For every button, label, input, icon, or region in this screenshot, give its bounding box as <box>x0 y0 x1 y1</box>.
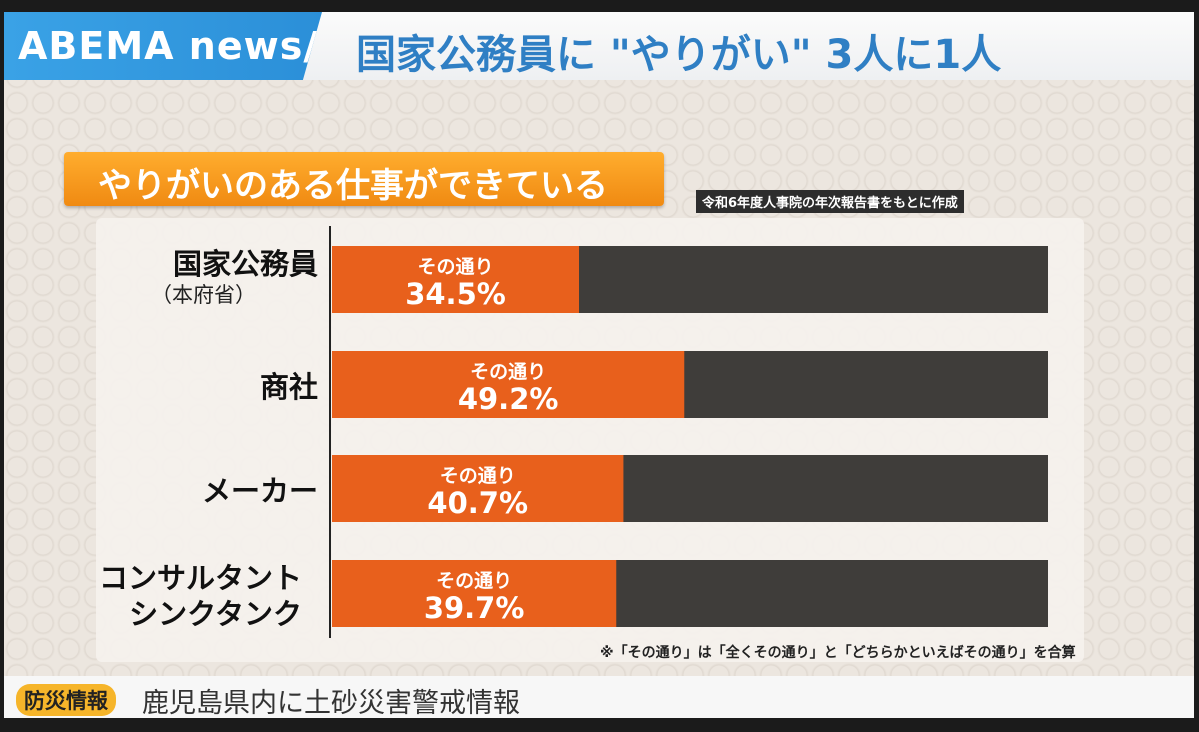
bar-chart: その通り34.5%国家公務員（本府省）その通り49.2%商社その通り40.7%メ… <box>99 226 1048 638</box>
logo: ABEMA news/ <box>18 24 319 68</box>
data-label: 40.7% <box>427 486 528 520</box>
data-label: 34.5% <box>405 277 506 311</box>
category-label: 商社 <box>260 370 318 404</box>
segment-label: その通り <box>436 570 512 592</box>
segment-label: その通り <box>470 361 546 383</box>
segment-label: その通り <box>418 256 494 278</box>
category-sublabel: （本府省） <box>151 283 256 307</box>
bar-sono-touri <box>332 560 617 627</box>
footnote: ※「その通り」は「全くその通り」と「どちらかといえばその通り」を合算 <box>600 645 1076 661</box>
bar-sono-touri <box>332 455 624 522</box>
tv-screen: ABEMA news/ 国家公務員に "やりがい" 3人に1人 やりがいのある仕… <box>4 12 1194 718</box>
data-label: 39.7% <box>424 591 525 625</box>
ticker-text: 鹿児島県内に土砂災害警戒情報 <box>142 688 520 718</box>
category-label: メーカー <box>202 474 318 508</box>
bar-sono-touri <box>332 351 685 418</box>
source-note: 令和6年度人事院の年次報告書をもとに作成 <box>696 190 964 213</box>
data-label: 49.2% <box>458 382 559 416</box>
header-bar: ABEMA news/ 国家公務員に "やりがい" 3人に1人 <box>4 12 1194 80</box>
headline: 国家公務員に "やりがい" 3人に1人 <box>356 32 1002 78</box>
ticker-bar: 防災情報 鹿児島県内に土砂災害警戒情報 <box>4 676 1194 718</box>
ticker-label: 防災情報 <box>16 684 116 716</box>
bar-sono-touri <box>332 246 580 313</box>
category-label: シンクタンク <box>129 597 302 631</box>
segment-label: その通り <box>440 465 516 487</box>
logo-badge: ABEMA news/ <box>4 12 322 80</box>
category-label: 国家公務員 <box>173 247 318 281</box>
category-label: コンサルタント <box>99 561 302 595</box>
subtitle-tag: やりがいのある仕事ができている <box>64 152 664 206</box>
subtitle: やりがいのある仕事ができている <box>98 166 608 206</box>
